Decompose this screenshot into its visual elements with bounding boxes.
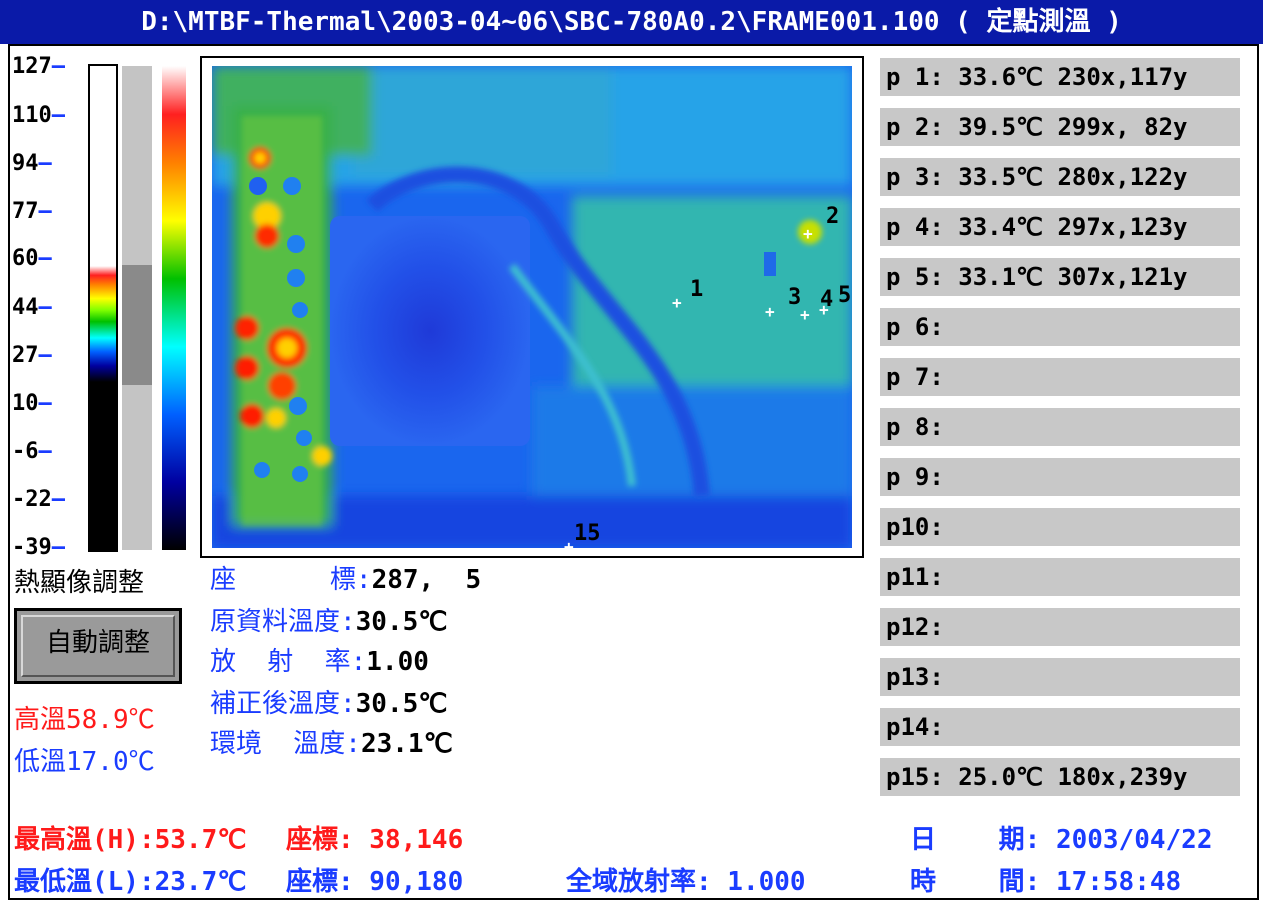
time-row: 時 間: 17:58:48	[910, 864, 1181, 900]
corrected-temp-row: 補正後溫度:30.5℃	[210, 686, 447, 722]
point-marker-label: 5	[838, 283, 851, 308]
max-temp: 最高溫(H):53.7℃	[14, 825, 247, 855]
point-readout-7: p 7:	[880, 358, 1240, 396]
raw-temp-row: 原資料溫度:30.5℃	[210, 604, 447, 640]
window-title: D:\MTBF-Thermal\2003-04~06\SBC-780A0.2\F…	[0, 0, 1263, 44]
scale-tick: 44—	[12, 295, 52, 320]
point-marker-label: 1	[690, 277, 703, 302]
auto-adjust-label: 自動調整	[45, 628, 150, 658]
frame-border-bottom	[8, 898, 1259, 900]
frame-border-left	[8, 44, 10, 900]
cursor-coord-row: 座 標:287, 5	[210, 562, 481, 598]
scale-tick: -6—	[12, 439, 52, 464]
scale-tick: 127—	[12, 54, 65, 79]
frame-border-right	[1257, 44, 1259, 900]
point-readout-14: p14:	[880, 708, 1240, 746]
point-marker-label: 4	[820, 287, 833, 312]
button-bevel	[21, 615, 175, 677]
scale-tick: 77—	[12, 199, 52, 224]
point-marker-cross: +	[800, 305, 810, 324]
date-row: 日 期: 2003/04/22	[910, 822, 1212, 858]
point-marker-cross: +	[564, 537, 574, 548]
point-readout-13: p13:	[880, 658, 1240, 696]
max-temp-coord: 座標: 38,146	[286, 825, 464, 855]
point-readout-10: p10:	[880, 508, 1240, 546]
ambient-temp-row: 環境 溫度:23.1℃	[210, 726, 453, 762]
scale-tick: -39—	[12, 535, 65, 560]
point-marker-cross: +	[765, 302, 775, 321]
high-temp-setting: 高溫58.9℃	[14, 705, 155, 735]
min-temp: 最低溫(L):23.7℃	[14, 867, 247, 897]
date-label: 日 期:	[910, 825, 1041, 855]
point-marker-label: 15	[574, 521, 601, 546]
cursor-coord-value: 287, 5	[371, 565, 482, 595]
scale-tick: 27—	[12, 343, 52, 368]
scale-tick: 10—	[12, 391, 52, 416]
scale-tick: 94—	[12, 151, 52, 176]
point-marker-label: 3	[788, 285, 801, 310]
raw-temp-label: 原資料溫度:	[210, 607, 356, 637]
frame-border-top	[8, 44, 1259, 46]
point-marker-cross: +	[803, 224, 813, 243]
date-value: 2003/04/22	[1055, 825, 1213, 855]
raw-temp-value: 30.5℃	[355, 607, 448, 637]
scale-tick: -22—	[12, 487, 65, 512]
point-readout-12: p12:	[880, 608, 1240, 646]
corrected-temp-value: 30.5℃	[355, 689, 448, 719]
range-slider-handle[interactable]	[122, 265, 152, 385]
emissivity-label: 放 射 率:	[210, 647, 367, 677]
point-readout-4: p 4: 33.4℃ 297x,123y	[880, 208, 1240, 246]
emissivity-row: 放 射 率:1.00	[210, 644, 429, 680]
cursor-coord-label: 座 標:	[210, 565, 372, 595]
point-marker-cross: +	[672, 293, 682, 312]
point-readout-11: p11:	[880, 558, 1240, 596]
time-label: 時 間:	[910, 867, 1041, 897]
thermal-image[interactable]: + 1 + 2 + 3 + 4 + 5 + 15	[212, 66, 852, 548]
full-palette-bar	[162, 66, 186, 550]
active-palette-bar	[88, 64, 118, 552]
point-readout-5: p 5: 33.1℃ 307x,121y	[880, 258, 1240, 296]
point-readout-6: p 6:	[880, 308, 1240, 346]
low-temp-setting: 低溫17.0℃	[14, 747, 155, 777]
global-emissivity: 全域放射率: 1.000	[566, 867, 806, 897]
min-temp-coord: 座標: 90,180	[286, 867, 464, 897]
scale-tick: 60—	[12, 246, 52, 271]
ambient-temp-label: 環境 溫度:	[210, 729, 361, 759]
point-readout-3: p 3: 33.5℃ 280x,122y	[880, 158, 1240, 196]
point-marker-label: 2	[826, 204, 839, 229]
thermal-adjust-label: 熱顯像調整	[14, 568, 145, 598]
ambient-temp-value: 23.1℃	[360, 729, 453, 759]
scale-tick: 110—	[12, 103, 65, 128]
auto-adjust-button[interactable]: 自動調整	[14, 608, 182, 684]
point-marker-cross: +	[819, 300, 829, 319]
point-readout-9: p 9:	[880, 458, 1240, 496]
point-readout-2: p 2: 39.5℃ 299x, 82y	[880, 108, 1240, 146]
emissivity-value: 1.00	[366, 647, 429, 677]
time-value: 17:58:48	[1055, 867, 1182, 897]
point-readout-15: p15: 25.0℃ 180x,239y	[880, 758, 1240, 796]
corrected-temp-label: 補正後溫度:	[210, 689, 356, 719]
point-readout-1: p 1: 33.6℃ 230x,117y	[880, 58, 1240, 96]
point-readout-8: p 8:	[880, 408, 1240, 446]
